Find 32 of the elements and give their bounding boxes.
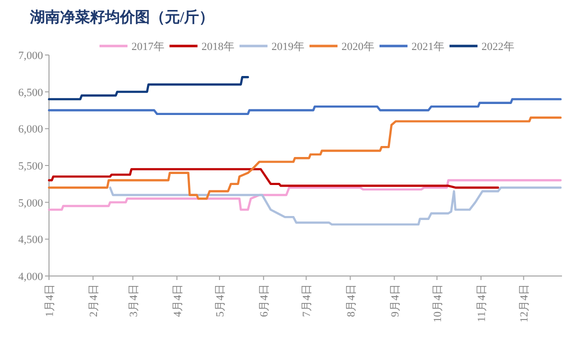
line-series	[48, 76, 250, 100]
x-tick-label: 7月4日	[301, 284, 314, 317]
x-tick-label: 11月4日	[476, 284, 488, 322]
y-tick-label: 7,000	[18, 50, 44, 62]
x-tick-label: 5月4日	[214, 284, 227, 317]
x-tick-label: 12月4日	[518, 284, 531, 322]
y-tick-label: 6,000	[18, 124, 44, 136]
x-tick-label: 8月4日	[345, 284, 358, 317]
x-tick-label: 3月4日	[128, 284, 140, 317]
line-series	[109, 186, 562, 226]
line-series	[48, 179, 562, 211]
line-series	[48, 168, 500, 189]
legend-label: 2017年	[132, 41, 164, 53]
legend-label: 2020年	[342, 41, 374, 53]
x-tick-label: 2月4日	[88, 284, 100, 317]
y-tick-label: 5,500	[18, 160, 44, 172]
y-tick-label: 6,500	[18, 86, 44, 99]
x-tick-label: 4月4日	[172, 284, 184, 317]
x-tick-label: 6月4日	[258, 284, 271, 317]
y-tick-label: 4,000	[18, 271, 44, 283]
legend-label: 2021年	[412, 41, 444, 53]
y-tick-label: 5,000	[18, 197, 44, 210]
line-series	[48, 98, 562, 116]
chart-title: 湖南净菜籽均价图（元/斤）	[29, 9, 214, 26]
x-tick-label: 1月4日	[44, 284, 56, 317]
line-series	[48, 116, 562, 200]
legend-label: 2018年	[202, 41, 234, 53]
x-tick-label: 10月4日	[432, 284, 444, 322]
legend-label: 2019年	[272, 41, 304, 53]
y-tick-label: 4,500	[18, 234, 44, 246]
legend-label: 2022年	[482, 41, 514, 53]
x-tick-label: 9月4日	[389, 284, 402, 317]
